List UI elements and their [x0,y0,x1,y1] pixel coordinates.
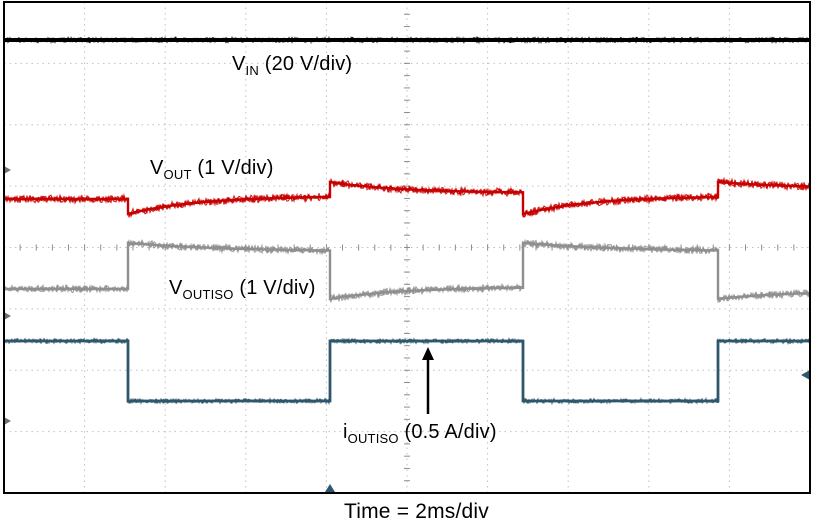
ioutiso-trace-label: iOUTISO (0.5 A/div) [343,421,497,446]
vin-label-rest: (20 V/div) [258,53,353,75]
vout-label-sub: OUT [163,167,192,182]
voutiso-label-base: V [169,277,183,299]
ioutiso-label-base: i [343,421,348,443]
time-per-div-label: Time = 2ms/div [344,500,489,523]
voutiso-trace-label: VOUTISO (1 V/div) [169,277,316,302]
vout-label-base: V [150,157,164,179]
ioutiso-label-rest: (0.5 A/div) [398,421,497,443]
voutiso-label-rest: (1 V/div) [233,277,316,299]
voutiso-label-sub: OUTISO [182,287,234,302]
vin-trace-label: VIN (20 V/div) [232,53,352,78]
vout-trace-label: VOUT (1 V/div) [150,157,274,182]
vout-label-rest: (1 V/div) [191,157,274,179]
vin-label-base: V [232,53,246,75]
ioutiso-label-sub: OUTISO [347,431,399,446]
vin-label-sub: IN [245,63,259,78]
